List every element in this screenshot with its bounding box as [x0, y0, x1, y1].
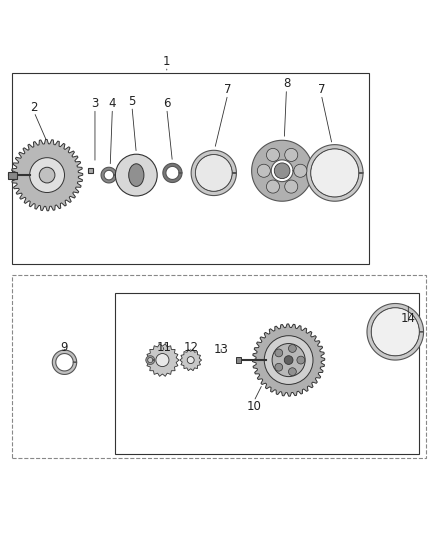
Polygon shape [146, 356, 155, 365]
Circle shape [116, 154, 157, 196]
Polygon shape [367, 303, 424, 360]
Circle shape [30, 158, 64, 192]
Circle shape [39, 167, 55, 183]
Circle shape [284, 356, 293, 365]
Circle shape [294, 164, 307, 177]
Text: 4: 4 [109, 97, 116, 110]
Circle shape [266, 180, 279, 193]
Text: 2: 2 [30, 101, 38, 114]
Circle shape [156, 353, 169, 367]
Text: 11: 11 [157, 341, 172, 353]
Polygon shape [252, 140, 313, 201]
Circle shape [297, 356, 305, 364]
Polygon shape [101, 167, 117, 183]
Polygon shape [11, 140, 83, 211]
Text: 1: 1 [163, 54, 170, 68]
Circle shape [311, 149, 359, 197]
Polygon shape [307, 144, 363, 201]
Polygon shape [52, 350, 77, 375]
Circle shape [289, 344, 297, 352]
Text: 9: 9 [61, 341, 68, 353]
Text: 7: 7 [224, 83, 231, 96]
Bar [8, 172, 17, 179]
Polygon shape [146, 344, 179, 376]
Circle shape [266, 148, 279, 161]
Polygon shape [163, 163, 182, 182]
Circle shape [275, 364, 283, 371]
Circle shape [264, 336, 313, 384]
Text: 5: 5 [128, 95, 136, 108]
Circle shape [285, 180, 298, 193]
Circle shape [195, 155, 232, 191]
Circle shape [187, 357, 194, 364]
Text: 14: 14 [401, 312, 416, 325]
Text: 12: 12 [183, 341, 198, 353]
Ellipse shape [129, 164, 144, 187]
Text: 10: 10 [247, 400, 261, 413]
Text: 3: 3 [91, 97, 99, 110]
Polygon shape [180, 350, 201, 370]
Circle shape [272, 344, 305, 377]
Bar [237, 358, 241, 362]
Circle shape [274, 163, 290, 179]
Circle shape [257, 164, 270, 177]
Circle shape [285, 148, 298, 161]
Text: 6: 6 [163, 97, 170, 110]
Polygon shape [191, 150, 237, 196]
Text: 8: 8 [283, 77, 290, 90]
Circle shape [289, 368, 297, 376]
Bar [88, 168, 93, 173]
Polygon shape [253, 324, 325, 396]
Circle shape [371, 308, 419, 356]
Circle shape [275, 349, 283, 357]
Text: 7: 7 [318, 83, 325, 96]
Text: 13: 13 [214, 343, 229, 356]
